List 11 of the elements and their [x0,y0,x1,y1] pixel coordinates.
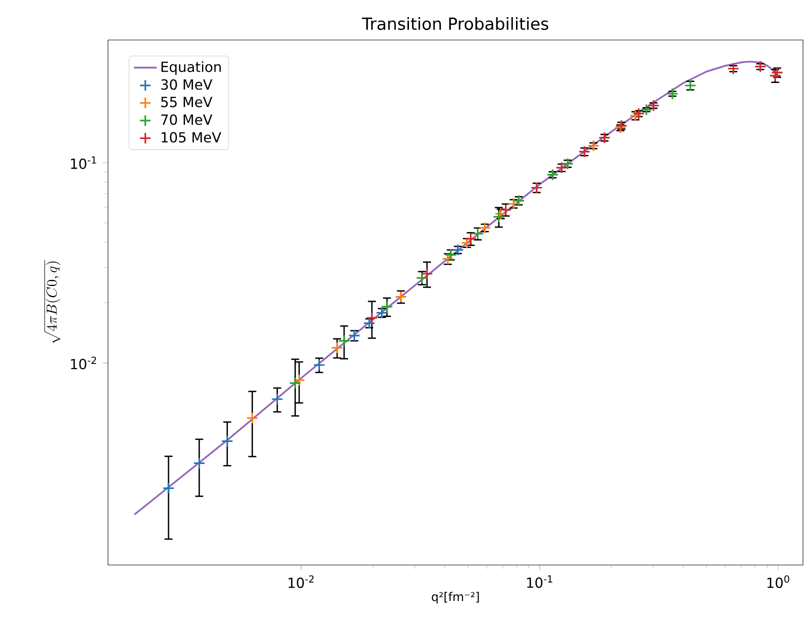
legend-label: Equation [162,61,221,75]
x-tick-label: 10$^{-2}$ [288,575,314,588]
x-tick-label: 10$^{0}$ [767,575,790,588]
y-axis-title: $\sqrt{4\pi B(C0,q)}$ [44,260,60,344]
legend-label: 70 MeV [161,114,212,125]
legend-label: 105 MeV [162,132,222,143]
x-tick-label: 10$^{-1}$ [527,575,552,588]
legend-label: 30 MeV [161,79,212,90]
x-axis-title: q²[fm⁻²] [432,592,479,604]
chart-title: Transition Probabilities [362,17,548,30]
legend-label: 55 MeV [161,96,212,108]
